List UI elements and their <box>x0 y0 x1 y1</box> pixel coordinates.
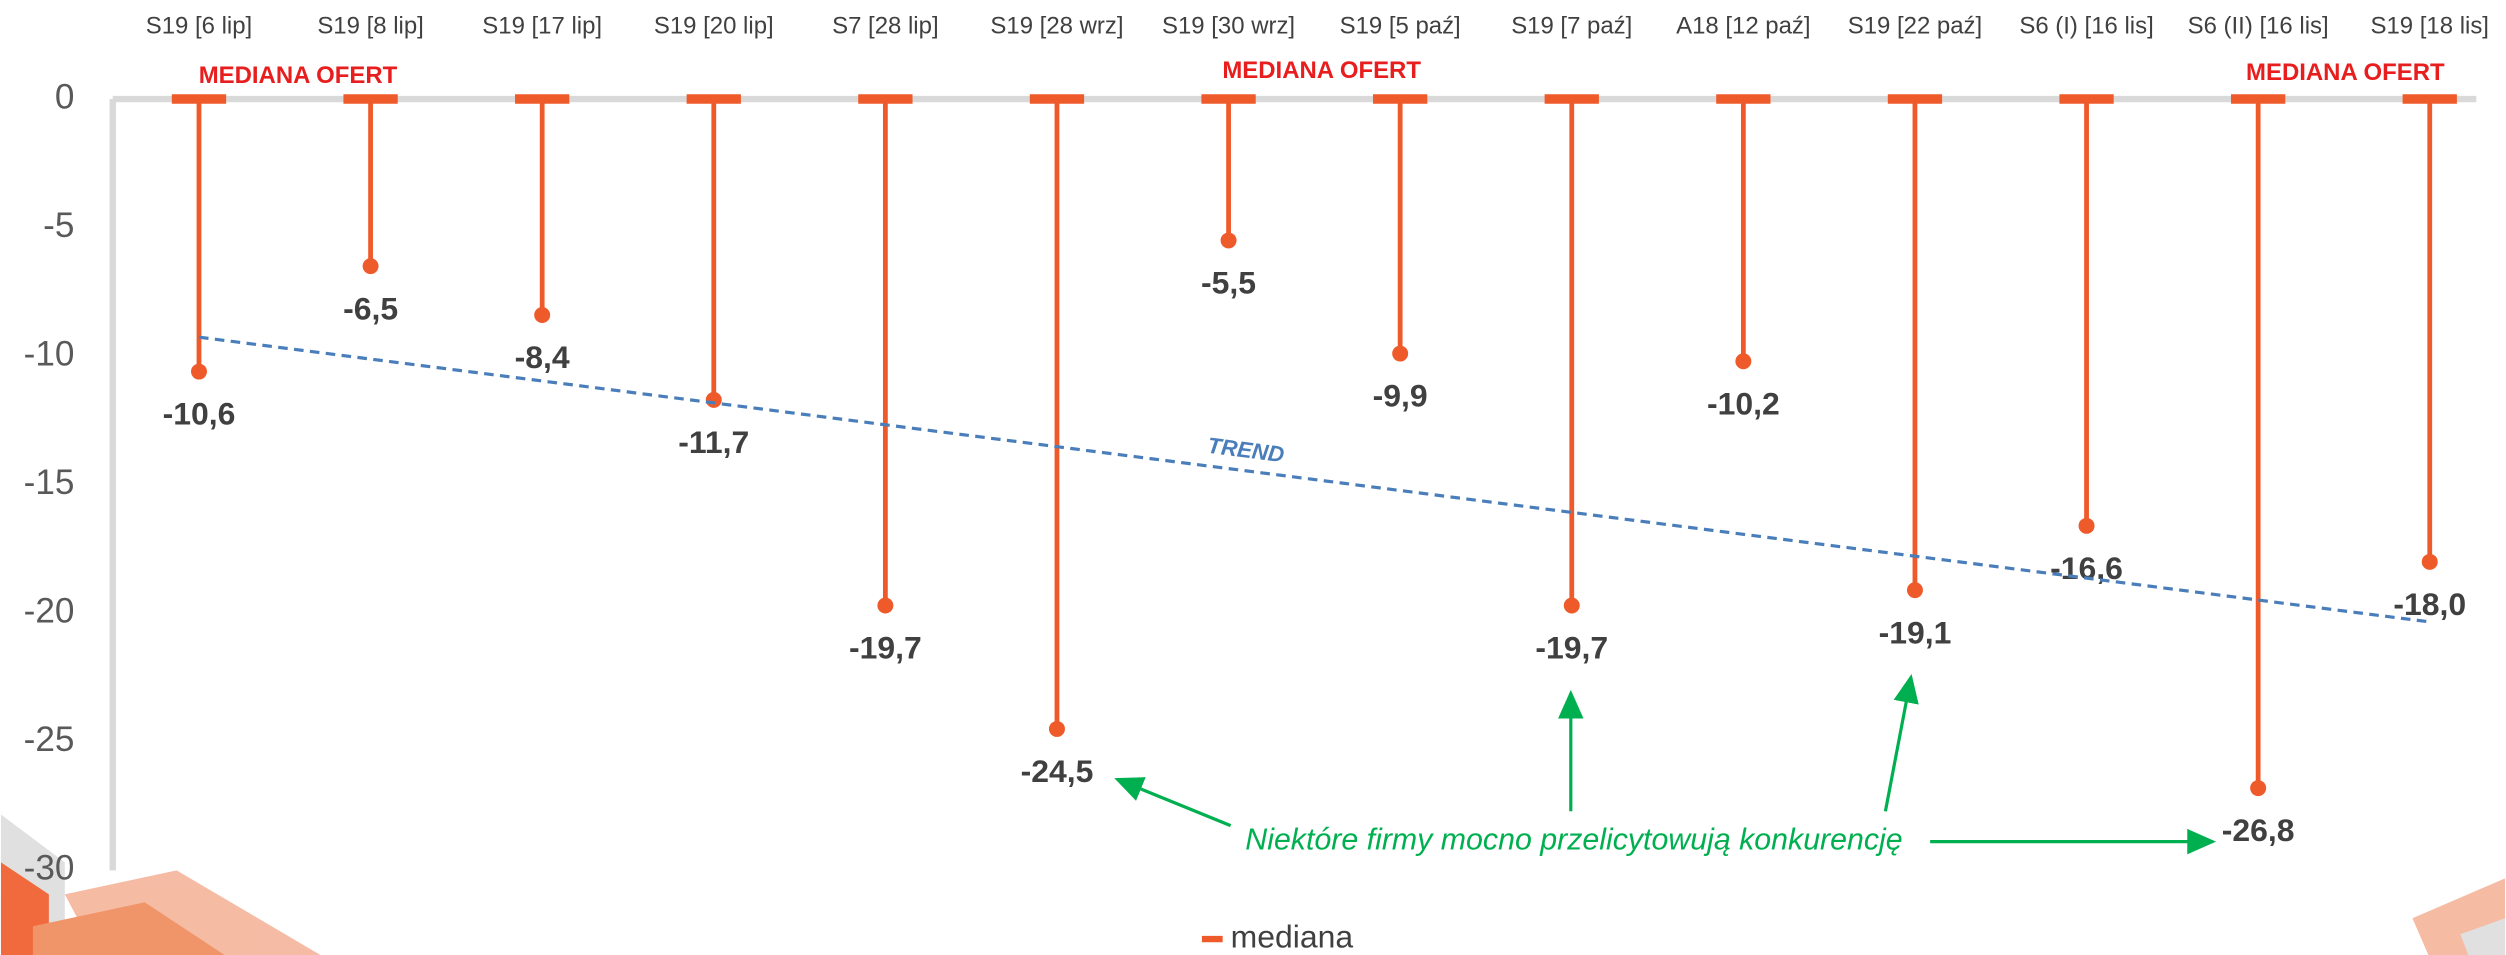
x-tick-label: S19 [6 lip] <box>146 12 252 39</box>
point <box>1392 345 1409 362</box>
x-tick-label: S19 [5 paź] <box>1340 12 1461 39</box>
trend-line <box>198 335 2430 624</box>
point <box>1220 232 1237 249</box>
value-label: -10,2 <box>1707 385 1780 421</box>
annotation: Niektóre firmy mocno przelicytowują konk… <box>1245 824 1902 857</box>
point <box>705 391 722 408</box>
x-tick-label: S19 [17 lip] <box>482 12 602 39</box>
x-tick-label: S19 [7 paź] <box>1511 12 1632 39</box>
value-label: -19,7 <box>1535 630 1608 666</box>
y-tick-label: -10 <box>24 334 75 373</box>
value-label: -9,9 <box>1373 378 1428 414</box>
y-tick-label: -25 <box>24 720 75 759</box>
decoration <box>0 814 2506 955</box>
annotation: MEDIANA OFERT <box>199 62 398 89</box>
point <box>1735 353 1752 370</box>
value-label: -24,5 <box>1021 753 1094 789</box>
value-label: -5,5 <box>1201 265 1256 301</box>
y-tick-label: 0 <box>55 77 75 116</box>
point <box>1906 582 1923 599</box>
x-tick-label: A18 [12 paź] <box>1676 12 1810 39</box>
value-label: -26,8 <box>2222 812 2295 848</box>
point <box>2078 517 2095 534</box>
value-label: -6,5 <box>343 290 398 326</box>
x-tick-label: S6 (II) [16 lis] <box>2188 12 2329 39</box>
point <box>191 363 207 380</box>
value-label: -18,0 <box>2393 586 2466 622</box>
value-label: -16,6 <box>2050 550 2123 586</box>
point <box>877 597 894 614</box>
point <box>362 258 379 275</box>
value-label: -10,6 <box>163 396 236 432</box>
value-label: -11,7 <box>678 424 749 460</box>
trend-label: TREND <box>1206 433 1286 468</box>
x-tick-label: S6 (I) [16 lis] <box>2019 12 2153 39</box>
y-tick-label: -5 <box>43 206 74 245</box>
value-label: -19,7 <box>849 630 922 666</box>
point <box>2421 553 2438 570</box>
y-tick-label: -15 <box>24 463 75 502</box>
annotation: MEDIANA OFERT <box>2246 59 2445 86</box>
y-tick-label: -20 <box>24 592 75 631</box>
x-tick-label: S19 [30 wrz] <box>1162 12 1295 39</box>
annotation: MEDIANA OFERT <box>1222 57 1421 84</box>
value-label: -8,4 <box>515 339 570 375</box>
x-tick-label: S19 [18 lis] <box>2371 12 2489 39</box>
legend-label: mediana <box>1231 918 1354 954</box>
point <box>534 307 551 323</box>
arrows <box>1114 673 2216 855</box>
point <box>1563 597 1580 614</box>
x-tick-label: S19 [20 lip] <box>654 12 774 39</box>
point <box>2250 780 2267 797</box>
x-tick-label: S19 [8 lip] <box>317 12 423 39</box>
y-tick-label: -30 <box>24 849 75 888</box>
x-tick-label: S7 [28 lip] <box>832 12 938 39</box>
x-tick-label: S19 [22 paź] <box>1848 12 1982 39</box>
point <box>1048 720 1065 737</box>
value-label: -19,1 <box>1879 614 1952 650</box>
x-tick-label: S19 [28 wrz] <box>990 12 1123 39</box>
